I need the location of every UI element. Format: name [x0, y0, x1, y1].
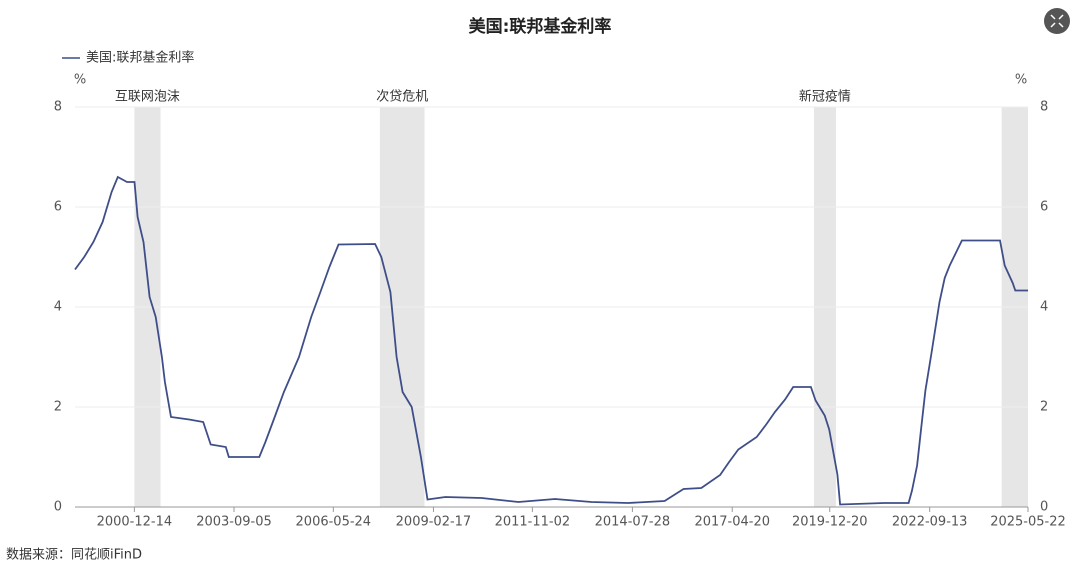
region-label: 新冠疫情 [799, 89, 851, 105]
y2-tick-label: 4 [1040, 300, 1048, 315]
legend-label: 美国:联邦基金利率 [86, 50, 194, 66]
y-tick-label: 2 [54, 400, 62, 415]
y-tick-label: 0 [54, 500, 62, 515]
x-tick-label: 2006-05-24 [296, 515, 372, 530]
y2-unit: % [1015, 73, 1027, 88]
y-tick-label: 8 [54, 100, 62, 115]
y-tick-label: 4 [54, 300, 62, 315]
data-line [74, 175, 1028, 506]
y-tick-label: 6 [54, 200, 62, 215]
x-tick-label: 2011-11-02 [495, 515, 571, 530]
x-tick-label: 2009-02-17 [396, 515, 472, 530]
x-tick-label: 2017-04-20 [694, 515, 770, 530]
region-label: 互联网泡沫 [115, 90, 180, 105]
source-note: 数据来源：同花顺iFinD [6, 547, 142, 563]
y-unit: % [74, 73, 86, 88]
x-tick-label: 2025-05-22 [990, 515, 1066, 530]
y2-tick-label: 2 [1040, 400, 1048, 415]
y2-tick-label: 6 [1040, 200, 1048, 215]
x-tick-label: 2014-07-28 [595, 515, 671, 530]
expand-button[interactable] [1044, 8, 1070, 34]
y2-tick-label: 0 [1040, 500, 1048, 515]
x-tick-label: 2019-12-20 [792, 515, 868, 530]
chart-title: 美国:联邦基金利率 [469, 16, 612, 37]
region-label: 次贷危机 [376, 89, 428, 105]
expand-icon [1050, 14, 1064, 28]
x-tick-label: 2003-09-05 [196, 515, 272, 530]
y2-tick-label: 8 [1040, 100, 1048, 115]
x-tick-label: 2000-12-14 [97, 515, 173, 530]
x-tick-label: 2022-09-13 [892, 515, 968, 530]
